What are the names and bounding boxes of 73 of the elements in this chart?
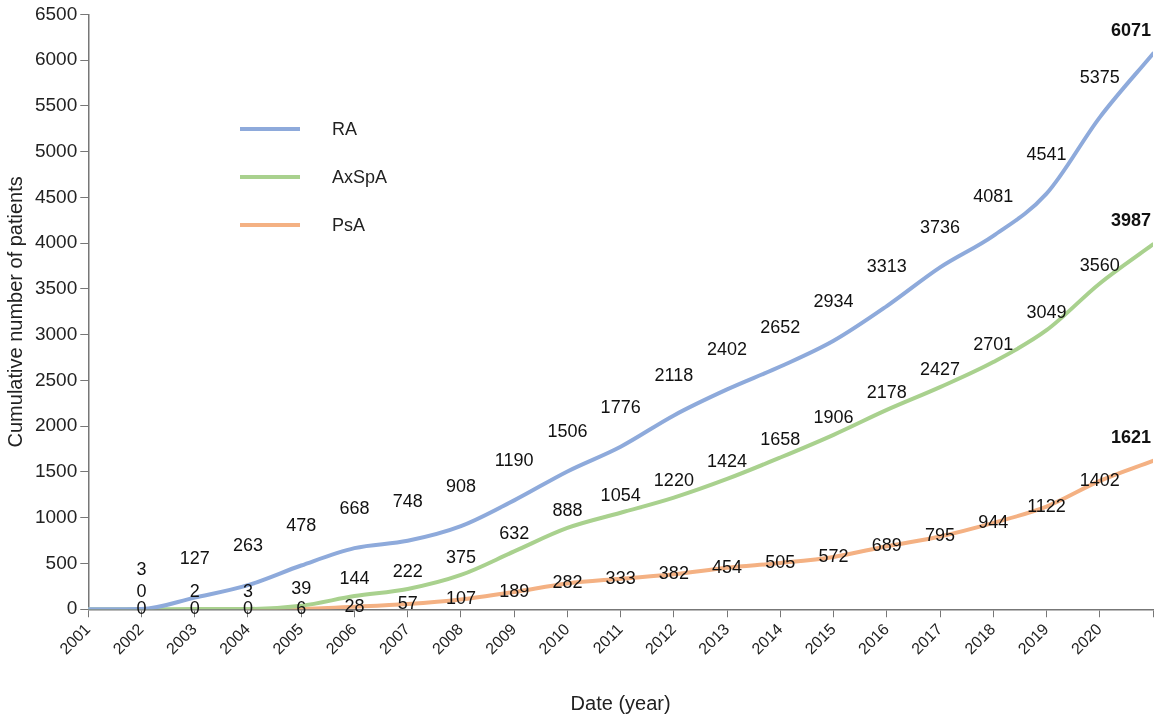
x-axis-title: Date (year)	[570, 691, 671, 714]
y-tick-label: 1500	[34, 460, 78, 482]
data-label: 282	[552, 572, 583, 593]
data-label: 632	[499, 523, 530, 544]
data-label: 2427	[920, 359, 961, 380]
data-label: 2701	[973, 334, 1014, 355]
y-tick-label: 4500	[34, 185, 78, 207]
data-label: 189	[499, 580, 530, 601]
data-label: 144	[339, 568, 370, 589]
data-label: 1402	[1079, 469, 1120, 490]
data-label: 1506	[547, 421, 588, 442]
data-label: 107	[445, 588, 476, 609]
data-label: 668	[339, 498, 370, 519]
data-label: 505	[765, 552, 796, 573]
data-label: 2934	[813, 290, 854, 311]
data-label: 2118	[654, 365, 694, 386]
y-tick-label: 3500	[34, 277, 78, 299]
data-label: 1122	[1027, 495, 1066, 516]
y-tick-label: 500	[45, 551, 78, 573]
data-label: 1621	[1110, 426, 1152, 447]
data-label: 4081	[973, 185, 1014, 206]
data-label: 127	[179, 547, 210, 568]
data-label: 3987	[1110, 210, 1152, 231]
legend-label: AxSpA	[332, 166, 388, 188]
data-label: 478	[286, 515, 317, 536]
data-label: 795	[925, 525, 956, 546]
data-label: 2178	[866, 381, 907, 402]
data-label: 1906	[813, 406, 854, 427]
y-tick-label: 3000	[34, 322, 78, 344]
data-label: 3	[242, 580, 253, 601]
data-label: 3313	[866, 256, 907, 277]
legend-label: PsA	[332, 214, 366, 236]
data-label: 57	[397, 593, 418, 614]
data-label: 3	[136, 558, 147, 579]
data-label: 2402	[707, 339, 748, 360]
data-label: 572	[818, 545, 849, 566]
y-tick-label: 1000	[34, 505, 78, 527]
data-label: 1424	[707, 450, 748, 471]
y-tick-label: 0	[66, 597, 78, 619]
y-axis-title: Cumulative number of patients	[3, 176, 26, 448]
data-label: 5375	[1079, 67, 1120, 88]
data-label: 263	[232, 535, 263, 556]
data-label: 375	[445, 546, 476, 567]
data-label: 382	[658, 563, 689, 584]
data-label: 1190	[494, 450, 534, 471]
data-label: 944	[978, 511, 1009, 532]
y-tick-label: 4000	[34, 231, 78, 253]
y-tick-label: 2500	[34, 368, 78, 390]
data-label: 3560	[1079, 255, 1120, 276]
y-tick-label: 5000	[34, 139, 78, 161]
data-label: 1658	[760, 429, 801, 450]
y-tick-label: 6500	[34, 2, 78, 24]
data-label: 1776	[600, 396, 641, 417]
data-label: 1220	[653, 469, 694, 490]
data-label: 6071	[1110, 19, 1152, 40]
data-label: 39	[291, 577, 312, 598]
data-label: 1054	[600, 484, 641, 505]
data-label: 333	[605, 567, 636, 588]
y-tick-label: 6000	[34, 48, 78, 70]
data-label: 748	[392, 490, 423, 511]
data-label: 222	[392, 560, 423, 581]
data-label: 0	[242, 598, 253, 619]
legend-label: RA	[332, 118, 358, 140]
y-tick-label: 2000	[34, 414, 78, 436]
data-label: 3049	[1026, 302, 1067, 323]
data-label: 2652	[760, 316, 801, 337]
data-label: 4541	[1026, 143, 1067, 164]
data-label: 689	[871, 535, 902, 556]
data-label: 908	[445, 476, 476, 497]
data-label: 888	[552, 499, 583, 520]
y-tick-label: 5500	[34, 94, 78, 116]
data-label: 454	[712, 556, 743, 577]
data-label: 3736	[920, 217, 961, 238]
